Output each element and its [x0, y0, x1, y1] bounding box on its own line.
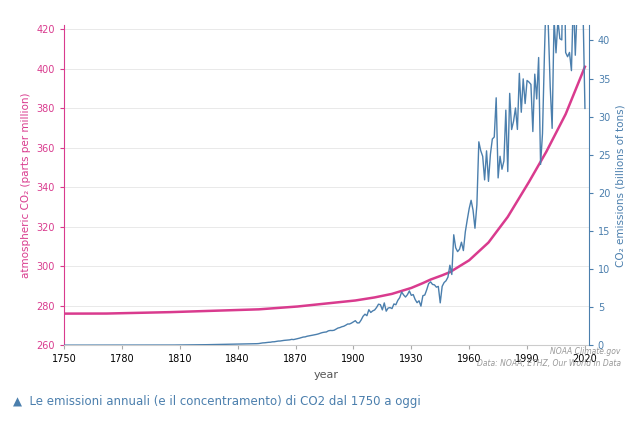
- Text: ▲  Le emissioni annuali (e il concentramento) di CO2 dal 1750 a oggi: ▲ Le emissioni annuali (e il concentrame…: [13, 395, 420, 408]
- Text: NOAA Climate.gov: NOAA Climate.gov: [550, 347, 621, 356]
- Y-axis label: CO₂ emissions (billions of tons): CO₂ emissions (billions of tons): [616, 104, 626, 266]
- Text: Data: NOAA, ETHZ, Our World in Data: Data: NOAA, ETHZ, Our World in Data: [477, 360, 621, 368]
- Y-axis label: atmospheric CO₂ (parts per million): atmospheric CO₂ (parts per million): [21, 93, 31, 278]
- X-axis label: year: year: [314, 370, 339, 380]
